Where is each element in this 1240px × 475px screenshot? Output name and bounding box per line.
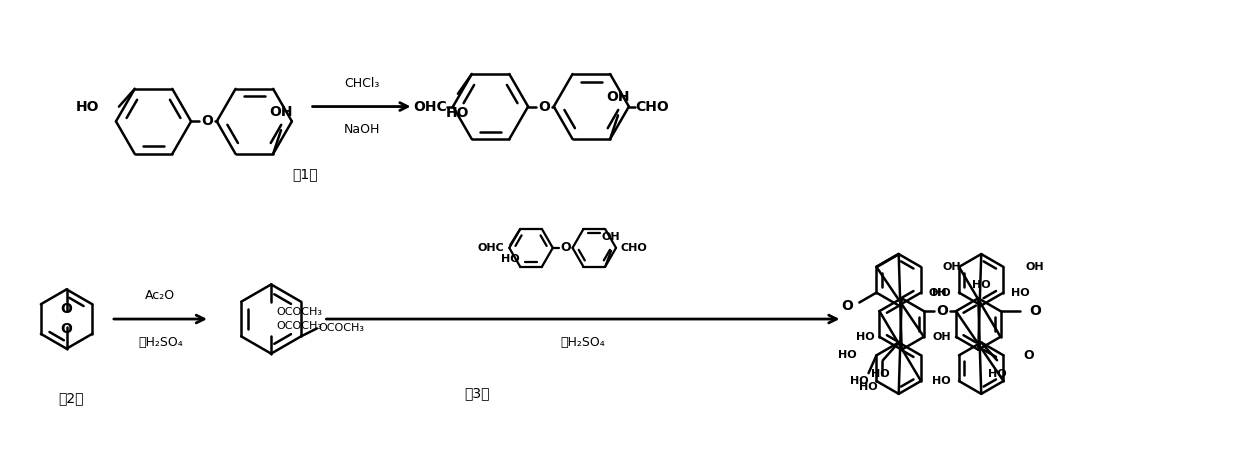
Text: OHC: OHC	[477, 243, 505, 253]
Text: O: O	[61, 302, 72, 316]
Text: O: O	[61, 322, 72, 336]
Text: HO: HO	[1012, 287, 1030, 297]
Text: （3）: （3）	[464, 386, 490, 400]
Text: OH: OH	[606, 90, 630, 104]
Text: HO: HO	[849, 376, 868, 386]
Text: Ac₂O: Ac₂O	[145, 289, 176, 302]
Text: HO: HO	[838, 351, 857, 361]
Text: （1）: （1）	[291, 167, 317, 181]
Text: OHC: OHC	[413, 100, 448, 114]
Text: OH: OH	[942, 262, 961, 272]
Text: O: O	[538, 100, 549, 114]
Text: OH: OH	[601, 232, 620, 242]
Text: HO: HO	[932, 376, 951, 386]
Text: O: O	[936, 304, 947, 318]
Text: OH: OH	[932, 332, 951, 342]
Text: NaOH: NaOH	[343, 124, 379, 136]
Text: OH: OH	[269, 105, 293, 119]
Text: （2）: （2）	[58, 391, 84, 405]
Text: O: O	[842, 299, 853, 313]
Text: CHCl₃: CHCl₃	[343, 77, 379, 90]
Text: HO: HO	[446, 105, 470, 120]
Text: OCOCH₃: OCOCH₃	[277, 321, 322, 331]
Text: CHO: CHO	[635, 100, 668, 114]
Text: HO: HO	[870, 369, 889, 379]
Text: HO: HO	[932, 287, 951, 297]
Text: OH: OH	[929, 287, 947, 297]
Text: HO: HO	[76, 100, 99, 114]
Text: HO: HO	[501, 254, 520, 264]
Text: HO: HO	[972, 280, 991, 290]
Text: O: O	[1029, 304, 1042, 318]
Text: HO: HO	[859, 382, 878, 392]
Text: HO: HO	[988, 369, 1007, 379]
Text: 浓H₂SO₄: 浓H₂SO₄	[560, 336, 605, 349]
Text: O: O	[1023, 349, 1034, 362]
Text: HO: HO	[856, 332, 874, 342]
Text: OH: OH	[1025, 262, 1044, 272]
Text: O: O	[560, 241, 570, 255]
Text: OCOCH₃: OCOCH₃	[317, 323, 363, 333]
Text: O: O	[201, 114, 213, 128]
Text: 浓H₂SO₄: 浓H₂SO₄	[138, 336, 182, 349]
Text: OCOCH₃: OCOCH₃	[277, 307, 322, 317]
Text: CHO: CHO	[621, 243, 647, 253]
